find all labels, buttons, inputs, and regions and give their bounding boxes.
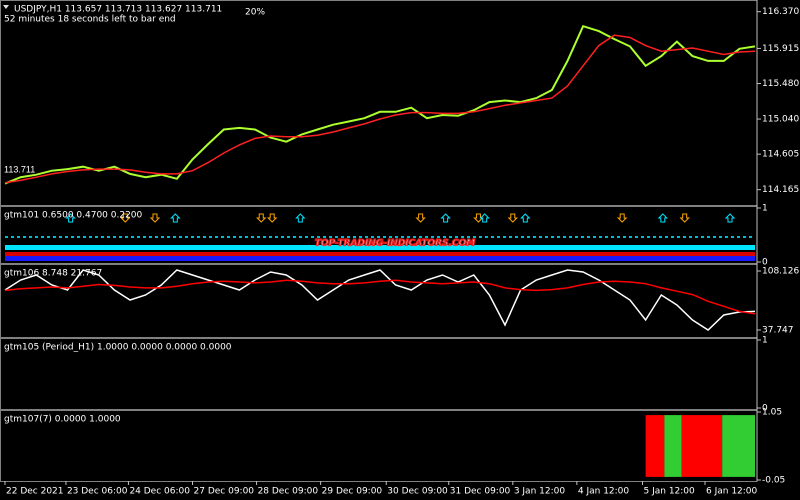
up-arrow — [520, 213, 531, 223]
y-tick-label: -0.05 — [762, 476, 785, 486]
up-arrow — [724, 213, 736, 223]
down-arrow — [256, 213, 267, 223]
x-tick-label: 3 Jan 12:00 — [514, 487, 566, 497]
signal-bands — [5, 236, 755, 261]
x-tick-label: 24 Dec 06:00 — [129, 487, 190, 497]
x-tick-label: 22 Dec 2021 — [6, 487, 64, 497]
price-big: 113.711 — [4, 164, 35, 174]
y-tick-label: 115.915 — [762, 44, 799, 54]
down-arrow — [120, 213, 131, 223]
up-arrow — [479, 213, 490, 223]
hist-bar — [664, 415, 682, 477]
panel-title: USDJPY,H1 113.657 113.713 113.627 113.71… — [14, 5, 222, 15]
x-tick-label: 6 Jan 12:00 — [706, 487, 758, 497]
up-arrow — [65, 213, 76, 223]
x-tick-label: 23 Dec 06:00 — [67, 487, 128, 497]
y-tick-label: 1 — [762, 336, 768, 346]
y-tick-label: 0 — [762, 258, 768, 268]
y-tick-label: 114.165 — [762, 185, 799, 195]
y-tick-label: 115.480 — [762, 79, 799, 89]
x-tick-label: 5 Jan 12:00 — [644, 487, 696, 497]
up-arrow — [295, 213, 306, 223]
down-arrow — [679, 213, 690, 223]
y-tick-label: 114.605 — [762, 150, 799, 160]
x-tick-label: 27 Dec 09:00 — [194, 487, 255, 497]
annotation: 20% — [245, 8, 265, 18]
panel-title: gtm105 (Period_H1) 1.0000 0.0000 0.0000 … — [4, 343, 232, 353]
watermark: TOP-TRADING-INDICATORS.COM — [315, 239, 475, 249]
panel-title: gtm107(7) 0.0000 1.0000 — [4, 415, 121, 425]
x-tick-label: 31 Dec 09:00 — [450, 487, 511, 497]
hist-bar — [722, 415, 755, 477]
y-tick-label: 37.747 — [762, 326, 794, 336]
y-tick-label: 0 — [762, 404, 768, 414]
down-arrow — [415, 213, 426, 223]
panel-title: gtm101 0.6500 0.4700 0.2200 — [4, 211, 143, 221]
y-tick-label: 115.040 — [762, 115, 799, 125]
y-tick-label: 116.370 — [762, 7, 799, 17]
down-arrow — [616, 213, 628, 223]
series-line — [4, 269, 756, 331]
subtitle: 52 minutes 18 seconds left to bar end — [4, 15, 176, 25]
x-tick-label: 28 Dec 09:00 — [258, 487, 319, 497]
down-arrow — [149, 213, 161, 223]
hist-bar — [645, 415, 665, 477]
series-line — [4, 24, 756, 185]
up-arrow — [440, 213, 451, 223]
x-tick-label: 4 Jan 12:00 — [578, 487, 630, 497]
down-arrow — [266, 213, 278, 223]
series-line — [4, 279, 756, 315]
down-arrow — [507, 213, 519, 223]
x-tick-label: 29 Dec 09:00 — [322, 487, 383, 497]
y-tick-label: 1.05 — [762, 408, 782, 418]
x-tick-label: 30 Dec 09:00 — [387, 487, 448, 497]
y-tick-label: 108.126 — [762, 267, 799, 277]
menu-triangle — [3, 5, 9, 9]
panel-title: gtm106 8.748 21.767 — [4, 269, 102, 279]
up-arrow — [657, 213, 669, 223]
down-arrow — [473, 213, 484, 223]
y-tick-label: 1 — [762, 204, 768, 214]
series-line — [4, 34, 756, 184]
up-arrow — [170, 213, 181, 223]
hist-bar — [681, 415, 723, 477]
